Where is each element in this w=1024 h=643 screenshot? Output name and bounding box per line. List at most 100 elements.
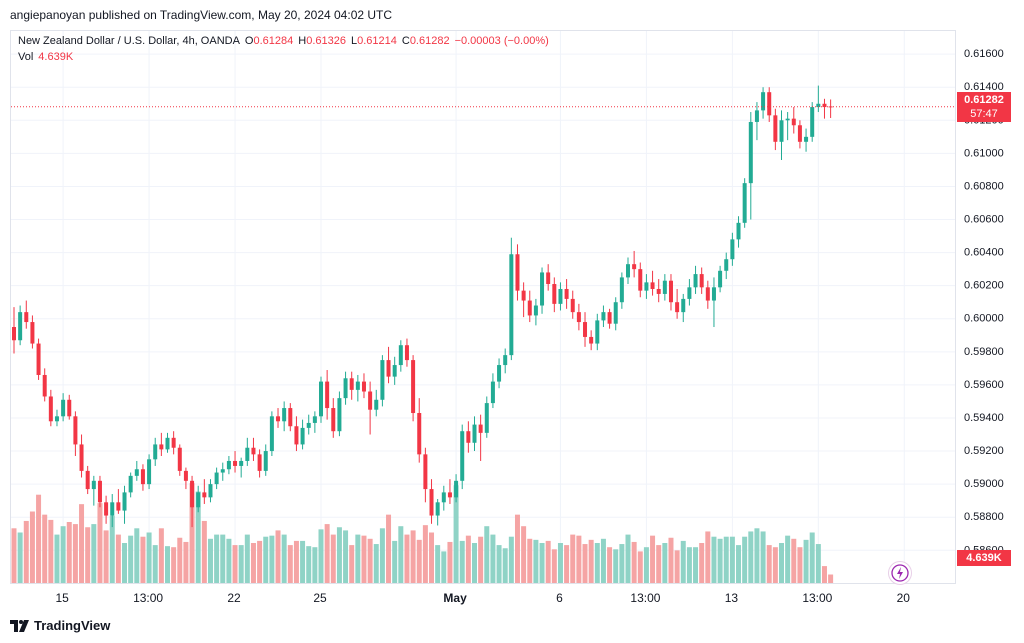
volume-bar [115, 534, 121, 583]
volume-bar [619, 544, 625, 583]
candle [791, 107, 796, 134]
candle [656, 279, 661, 303]
candle-body [374, 399, 379, 410]
grid-lines [11, 31, 955, 583]
candle [110, 494, 115, 528]
candle [540, 267, 545, 314]
candle [785, 112, 790, 141]
candle [454, 474, 459, 503]
x-tick-label: 25 [313, 591, 327, 605]
candle [810, 102, 815, 142]
candle-body [779, 120, 784, 142]
candle [570, 290, 575, 319]
candle [404, 338, 409, 367]
replay-bolt-button[interactable] [888, 561, 912, 585]
candle [546, 264, 551, 291]
volume-bar [748, 531, 754, 583]
candle [288, 403, 293, 432]
candle [140, 464, 145, 491]
candle [36, 338, 41, 380]
footer-brand[interactable]: TradingView [10, 618, 110, 633]
candle-body [110, 502, 115, 516]
volume-bar [607, 547, 613, 583]
volume-bar [533, 539, 539, 583]
volume-bar [177, 537, 183, 583]
volume-bar [189, 483, 195, 583]
volume-bar [496, 545, 502, 583]
candle [576, 303, 581, 331]
volume-bar [379, 528, 385, 583]
candle [681, 293, 686, 323]
candle-body [282, 408, 287, 422]
volume-value: 4.639K [38, 51, 74, 63]
candle-body [497, 365, 502, 382]
candle-body [392, 365, 397, 377]
candle-body [226, 460, 231, 470]
candlestick-chart[interactable] [11, 31, 956, 584]
candle-body [325, 381, 330, 409]
candle [718, 265, 723, 293]
symbol-title: New Zealand Dollar / U.S. Dollar, 4h, OA… [18, 35, 240, 47]
volume-bar [791, 538, 797, 583]
chart-plot-area[interactable] [10, 30, 956, 584]
volume-bar [392, 540, 398, 583]
candle [220, 462, 225, 481]
candle [202, 479, 207, 504]
candle-body [797, 125, 802, 142]
volume-bar [287, 545, 293, 583]
volume-bar [318, 529, 324, 583]
candle-body [380, 360, 385, 400]
candle [73, 411, 78, 457]
candle [91, 475, 96, 506]
candle [398, 340, 403, 372]
candle-body [177, 447, 182, 471]
candle [699, 267, 704, 294]
candle [460, 424, 465, 490]
volume-bar [742, 536, 748, 583]
candle-body [61, 399, 66, 417]
candle [239, 457, 244, 478]
candle [251, 437, 256, 461]
candle [417, 398, 422, 463]
candle-body [509, 254, 514, 356]
volume-bar [72, 524, 78, 583]
volume-bar [42, 514, 48, 583]
candle [226, 456, 231, 475]
candle-body [711, 287, 716, 301]
candle [294, 416, 299, 452]
candle [687, 279, 692, 306]
candle [736, 216, 741, 248]
candle-body [48, 396, 53, 422]
volume-bar [453, 485, 459, 583]
candle-body [331, 408, 336, 432]
x-tick-label: 13:00 [630, 591, 660, 605]
volume-bar [545, 540, 551, 583]
candle [349, 371, 354, 400]
candle-body [153, 444, 158, 460]
volume-bar [257, 540, 263, 583]
candle [355, 374, 360, 402]
candle [48, 389, 53, 427]
volume-bar [680, 540, 686, 583]
volume-bar [754, 528, 760, 583]
candle-body [67, 399, 72, 417]
candle-body [411, 360, 416, 414]
candle [613, 297, 618, 331]
candle-body [116, 502, 121, 511]
tradingview-logo-icon [10, 619, 29, 632]
candle-body [368, 391, 373, 410]
x-tick-label: 20 [897, 591, 911, 605]
volume-bar [11, 528, 17, 583]
volume-bar [171, 547, 177, 583]
candle-body [190, 480, 195, 508]
volume-bar [140, 536, 146, 583]
candle-body [804, 136, 809, 142]
volume-bar [29, 511, 35, 583]
candle [607, 308, 612, 329]
high-label: H [298, 35, 307, 47]
volume-bar [797, 547, 803, 583]
candle-body [503, 355, 508, 366]
candle-body [435, 502, 440, 516]
volume-bar [410, 530, 416, 583]
candle-body [515, 254, 520, 291]
